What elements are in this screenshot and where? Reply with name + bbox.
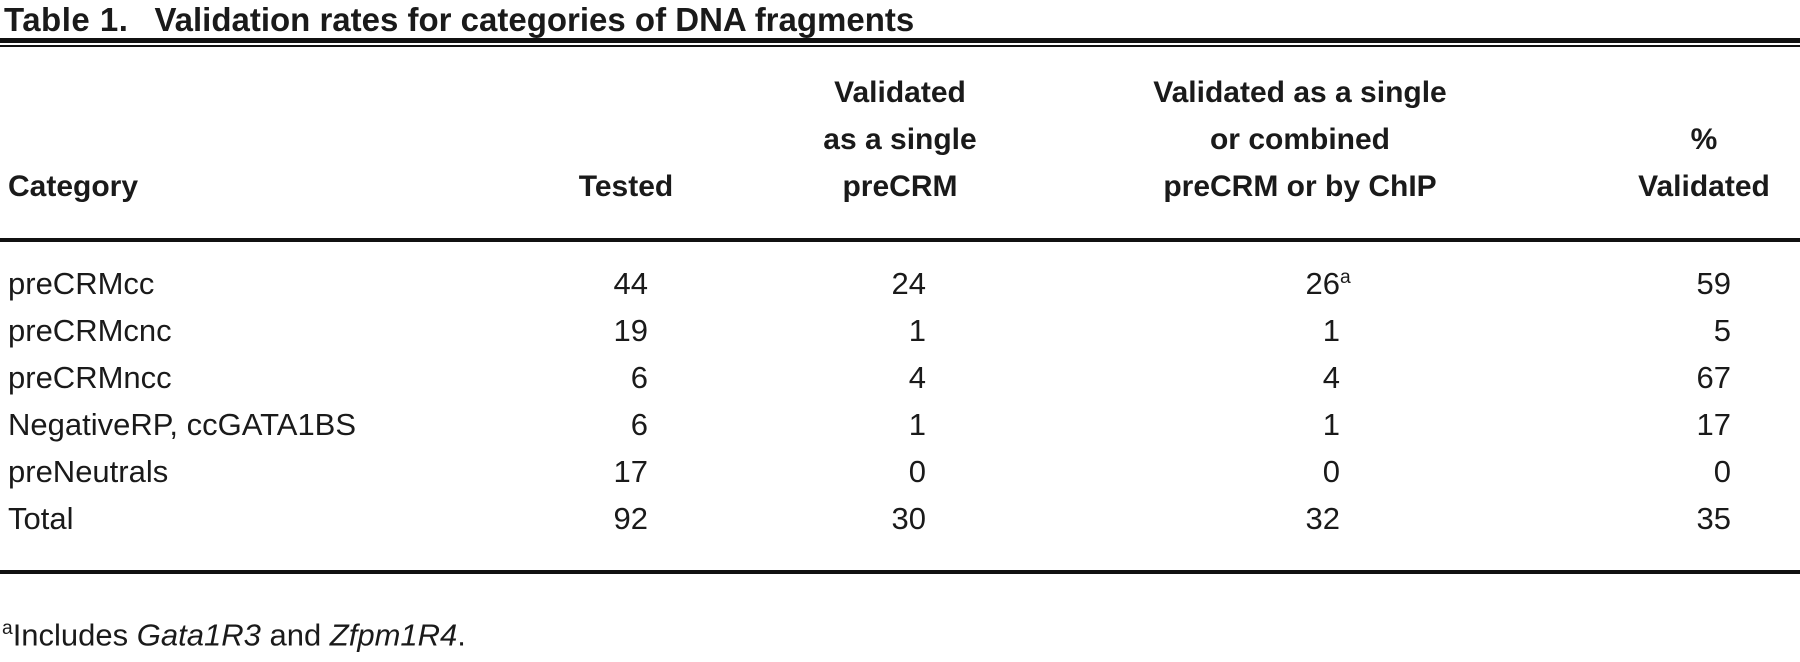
footnote-text: Includes	[12, 617, 137, 653]
validation-rates-table: Category Tested Validated as a single pr…	[0, 47, 1800, 570]
table-row: preCRMcnc 19 1 1 5	[0, 307, 1800, 354]
gene-name-1: Gata1R3	[136, 617, 261, 653]
gene-name-2: Zfpm1R4	[329, 617, 458, 653]
cell-pct-validated: 0	[1713, 454, 1731, 489]
cell-validated-combined: 4	[1322, 360, 1340, 395]
table-row: preNeutrals 17 0 0 0	[0, 448, 1800, 495]
cell-category: Total	[8, 501, 74, 536]
table-number-label: Table 1.	[4, 1, 129, 38]
cell-pct-validated: 59	[1696, 266, 1731, 301]
table-footnote: aIncludes Gata1R3 and Zfpm1R4.	[0, 610, 1800, 654]
cell-validated-single: 1	[908, 313, 926, 348]
cell-category: preCRMcnc	[8, 313, 172, 348]
cell-validated-combined: 1	[1322, 313, 1340, 348]
cell-category: preCRMncc	[8, 360, 172, 395]
cell-category: preNeutrals	[8, 454, 169, 489]
table-row-total: Total 92 30 32 35	[0, 495, 1800, 570]
cell-validated-single: 4	[908, 360, 926, 395]
header-validated-combined: Validated as a single or combined preCRM…	[1153, 76, 1447, 203]
cell-category: NegativeRP, ccGATA1BS	[8, 407, 357, 442]
table-row: preCRMncc 6 4 4 67	[0, 354, 1800, 401]
cell-validated-single: 24	[891, 266, 926, 301]
header-tested: Tested	[578, 170, 674, 203]
cell-validated-single: 30	[891, 501, 926, 536]
cell-tested: 17	[613, 454, 648, 489]
cell-pct-validated: 67	[1696, 360, 1731, 395]
cell-validated-combined: 32	[1305, 501, 1340, 536]
cell-pct-validated: 5	[1713, 313, 1731, 348]
header-category: Category	[8, 170, 139, 203]
cell-validated-single: 1	[908, 407, 926, 442]
footnote-text: .	[457, 617, 466, 653]
cell-validated-single: 0	[908, 454, 926, 489]
bottom-rule	[0, 570, 1800, 574]
cell-pct-validated: 17	[1696, 407, 1731, 442]
cell-tested: 44	[613, 266, 648, 301]
footnote-marker: a	[2, 618, 13, 639]
header-pct-validated: % Validated	[1638, 123, 1770, 203]
header-validated-single: Validated as a single preCRM	[823, 76, 977, 203]
cell-tested: 92	[613, 501, 648, 536]
title-rule	[0, 38, 1800, 47]
table-title: Validation rates for categories of DNA f…	[154, 1, 915, 38]
footnote-text: and	[260, 617, 330, 653]
table-caption: Table 1. Validation rates for categories …	[0, 0, 1800, 38]
cell-validated-combined: 26a	[1305, 266, 1351, 301]
cell-validated-combined: 1	[1322, 407, 1340, 442]
cell-tested: 6	[630, 360, 648, 395]
table-row: NegativeRP, ccGATA1BS 6 1 1 17	[0, 401, 1800, 448]
cell-validated-combined: 0	[1322, 454, 1340, 489]
table-header: Category Tested Validated as a single pr…	[0, 47, 1800, 240]
cell-tested: 6	[630, 407, 648, 442]
cell-tested: 19	[613, 313, 648, 348]
table-row: preCRMcc 44 24 26a 59	[0, 240, 1800, 307]
table-body: preCRMcc 44 24 26a 59 preCRMcnc 19 1 1 5…	[0, 240, 1800, 570]
cell-pct-validated: 35	[1696, 501, 1731, 536]
cell-category: preCRMcc	[8, 266, 155, 301]
header-row: Category Tested Validated as a single pr…	[0, 47, 1800, 240]
